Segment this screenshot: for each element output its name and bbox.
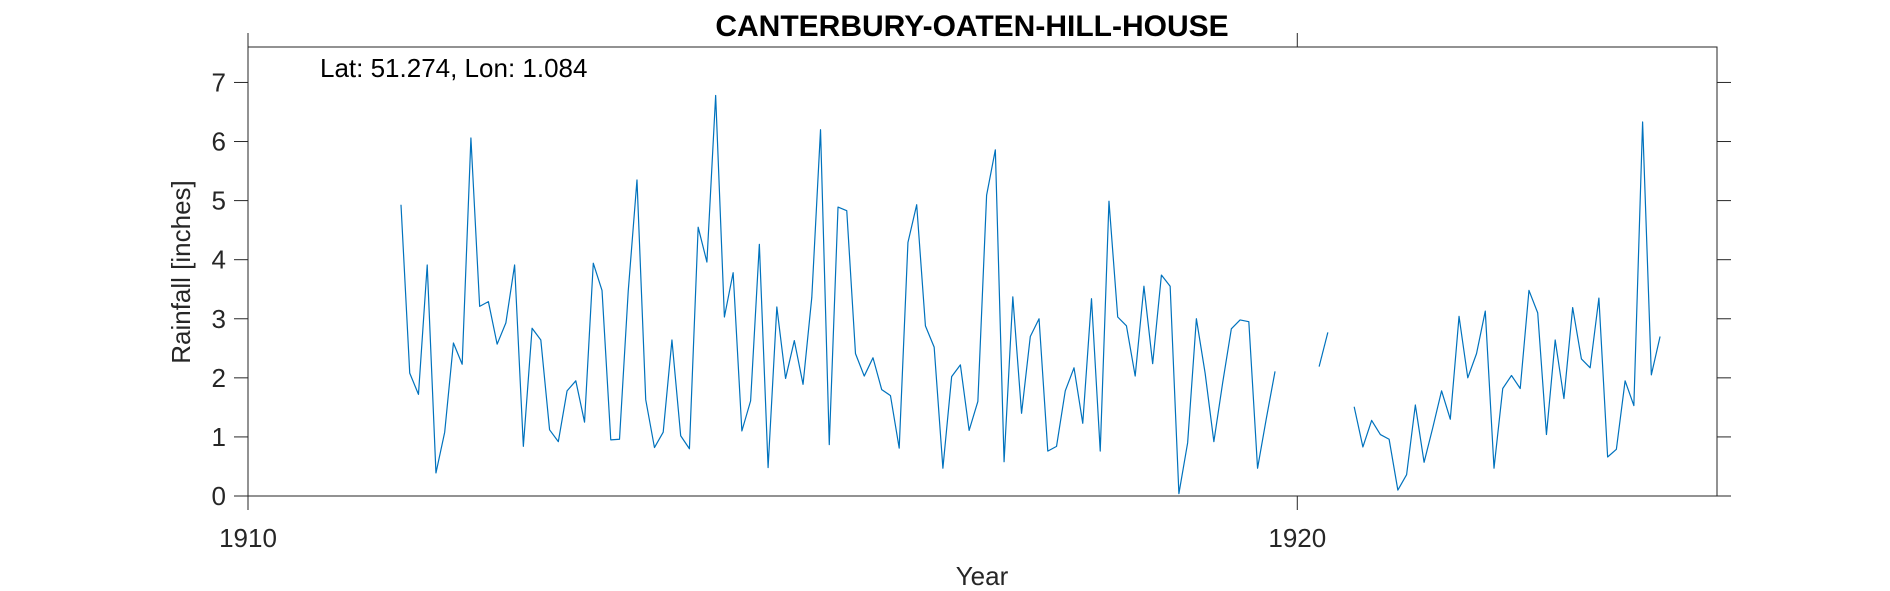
- axis-ticks: [234, 33, 1731, 510]
- y-tick-label: 4: [212, 245, 226, 275]
- x-axis-label: Year: [956, 561, 1009, 591]
- y-axis-label: Rainfall [inches]: [166, 180, 196, 364]
- chart-title: CANTERBURY-OATEN-HILL-HOUSE: [715, 10, 1228, 43]
- y-tick-label: 3: [212, 304, 226, 334]
- y-tick-label: 2: [212, 363, 226, 393]
- y-tick-label: 5: [212, 186, 226, 216]
- y-tick-label: 7: [212, 67, 226, 97]
- rainfall-series: [400, 94, 1661, 495]
- series-line: [400, 94, 1276, 495]
- x-tick-label: 1920: [1268, 523, 1326, 553]
- location-annotation: Lat: 51.274, Lon: 1.084: [320, 53, 587, 83]
- x-tick-label: 1910: [219, 523, 277, 553]
- y-tick-label: 6: [212, 127, 226, 157]
- axis-tick-labels: 0 1 2 3 4 5 6 7 1910 1920: [212, 67, 1327, 553]
- series-line: [1318, 332, 1329, 367]
- plot-area-frame: [247, 46, 1718, 497]
- y-tick-label: 0: [212, 481, 226, 511]
- y-tick-label: 1: [212, 422, 226, 452]
- series-line: [1353, 121, 1661, 491]
